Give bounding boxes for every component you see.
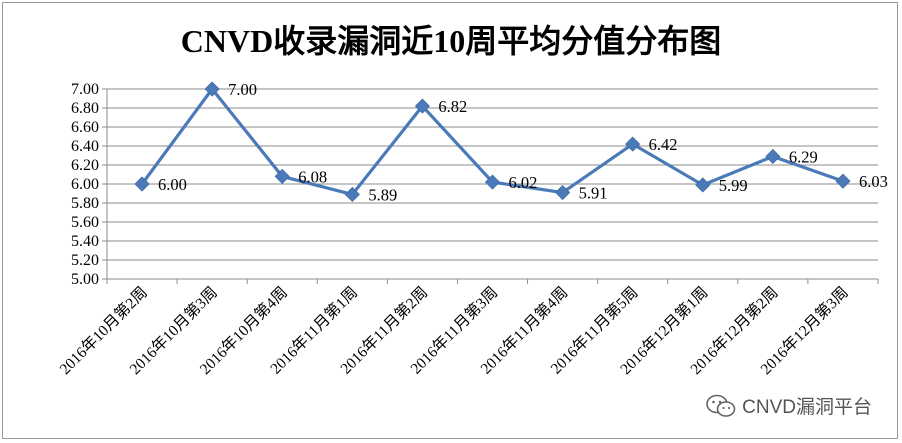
- data-labels: 6.00 7.00 6.08 5.89 6.82 6.02 5.91 6.42 5.99 6.29…: [158, 80, 888, 204]
- y-tick-label: 5.00: [71, 271, 99, 288]
- watermark-text: CNVD漏洞平台: [742, 397, 872, 418]
- wechat-icon: [706, 394, 736, 417]
- y-tick-label: 5.80: [71, 195, 99, 212]
- data-label: 6.82: [438, 97, 467, 116]
- data-point-marker: [625, 136, 641, 152]
- data-label: 5.99: [719, 176, 748, 195]
- y-tick-label: 6.40: [71, 138, 99, 155]
- y-tick-label: 6.60: [71, 119, 99, 136]
- data-label: 6.29: [789, 147, 818, 166]
- data-point-marker: [274, 168, 290, 184]
- data-label: 5.89: [368, 185, 397, 204]
- data-point-marker: [344, 186, 360, 203]
- data-label: 6.42: [649, 135, 678, 154]
- data-point-marker: [134, 176, 150, 192]
- data-label: 6.02: [509, 173, 538, 192]
- y-tick-label: 6.20: [71, 157, 99, 174]
- data-point-marker: [555, 184, 571, 201]
- data-point-marker: [204, 81, 220, 97]
- data-label: 7.00: [228, 80, 257, 99]
- y-tick-label: 5.20: [71, 252, 99, 269]
- data-point-marker: [414, 98, 430, 114]
- data-point-marker: [765, 148, 781, 165]
- data-label: 6.00: [158, 175, 187, 194]
- y-tick-label: 6.00: [71, 176, 99, 193]
- x-axis-ticks: 2016年10月第2周2016年10月第3周2016年10月第4周2016年11…: [56, 279, 879, 378]
- y-tick-label: 6.80: [71, 100, 99, 117]
- y-axis-ticks: 5.00 5.20 5.40 5.60 5.80 6.00 6.20 6.40 6.60 6.80…: [71, 81, 107, 288]
- data-label: 6.08: [298, 167, 327, 186]
- data-point-marker: [695, 177, 711, 193]
- series-markers: [134, 81, 851, 203]
- chart-frame: [2, 2, 898, 439]
- chart-title: CNVD收录漏洞近10周平均分值分布图: [181, 23, 721, 59]
- data-label: 5.91: [579, 184, 608, 203]
- watermark: CNVD漏洞平台: [706, 392, 872, 419]
- y-tick-label: 5.40: [71, 233, 99, 250]
- data-point-marker: [835, 173, 851, 189]
- y-tick-label: 7.00: [71, 81, 99, 98]
- y-tick-label: 5.60: [71, 214, 99, 231]
- data-label: 6.03: [859, 172, 888, 191]
- data-point-marker: [484, 174, 501, 190]
